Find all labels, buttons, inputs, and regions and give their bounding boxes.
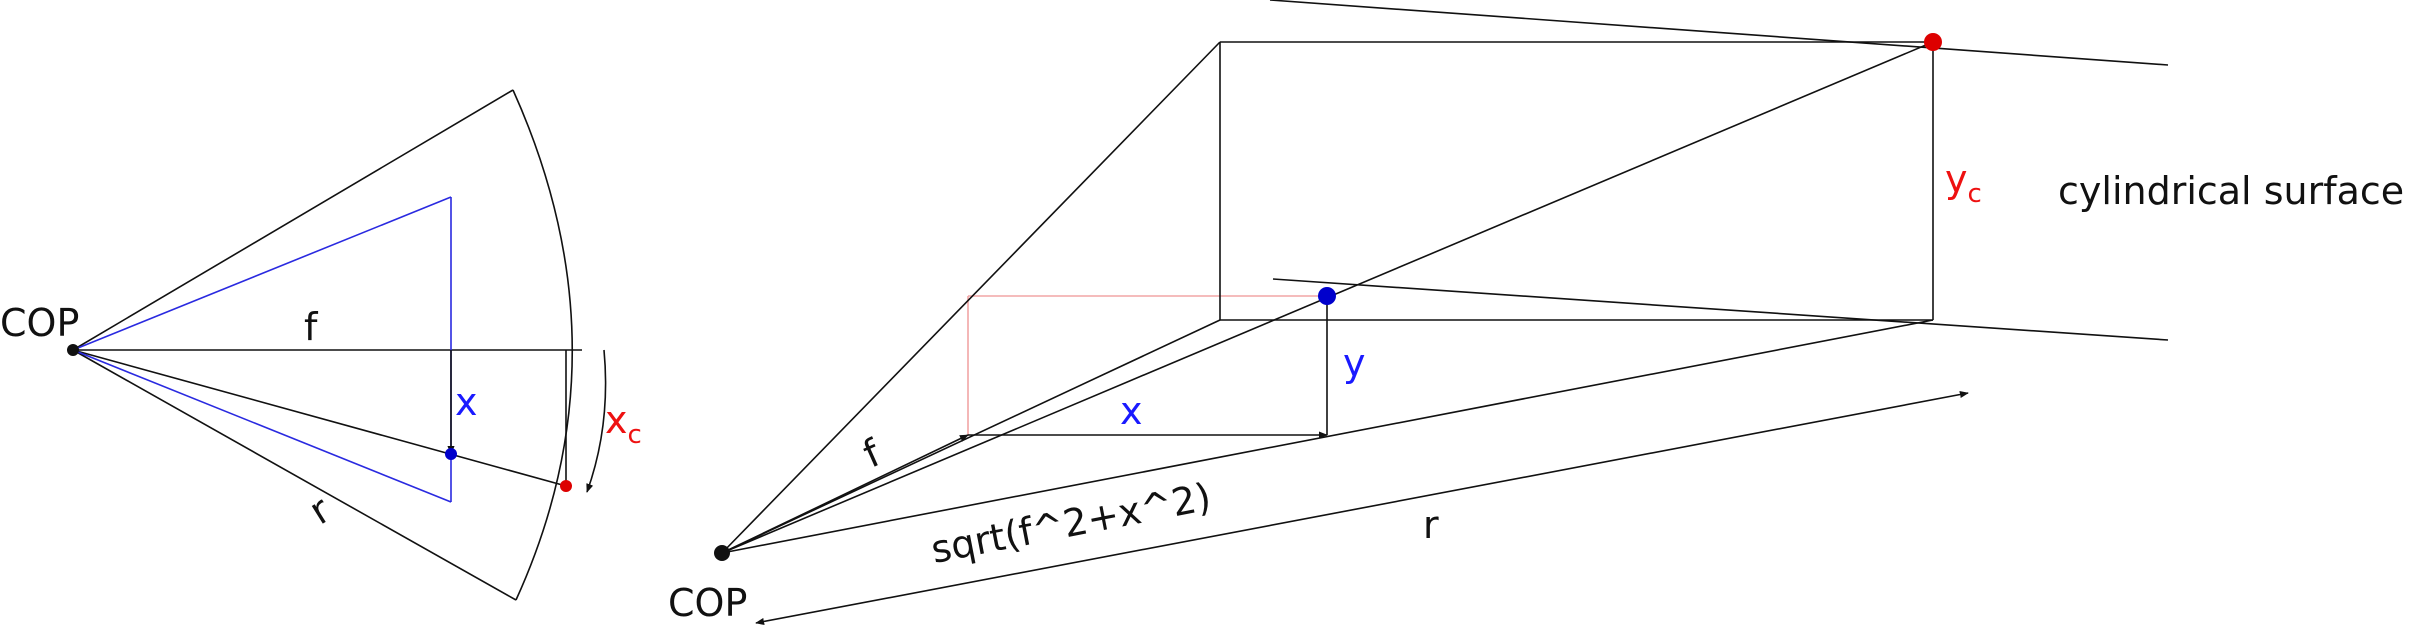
- xc-arc-arrow: [586, 349, 607, 493]
- top-surface-line-upper: [1269, 0, 2169, 66]
- projection-guide-box: [967, 295, 1327, 435]
- yc-subscript: c: [1968, 179, 1982, 209]
- cop-point-right: [714, 545, 730, 561]
- cylinder-arc: [512, 89, 574, 601]
- xc-label-left: xc: [605, 398, 642, 450]
- xc-main: x: [605, 398, 628, 442]
- ray-to-cylinder: [72, 349, 567, 487]
- fov-bottom-edge: [72, 349, 517, 601]
- cop-label-right: COP: [668, 581, 747, 625]
- cop-point-left: [67, 344, 79, 356]
- perspective-diagram: [721, 0, 2169, 626]
- x-label-right: x: [1120, 389, 1143, 433]
- y-label-right: y: [1343, 341, 1366, 385]
- f-label-right: f: [857, 430, 889, 476]
- top-view-diagram: [72, 89, 607, 601]
- image-point-blue: [445, 448, 457, 460]
- r-label-right: r: [1423, 503, 1439, 547]
- cylinder-point-red: [560, 480, 572, 492]
- x-label-left: x: [455, 380, 478, 424]
- image-point-blue-3d: [1318, 287, 1336, 305]
- r-label-left: r: [301, 487, 338, 533]
- cylindrical-surface-label: cylindrical surface: [2058, 169, 2404, 213]
- sqrt-label: sqrt(f^2+x^2): [927, 475, 1214, 572]
- yc-main: y: [1945, 157, 1968, 201]
- xc-subscript: c: [628, 420, 642, 450]
- top-surface-line-lower: [1272, 278, 2169, 341]
- fov-top-edge: [72, 89, 514, 351]
- cop-label-left: COP: [0, 301, 79, 345]
- cylinder-point-red-3d: [1924, 33, 1942, 51]
- r-double-arrow: [755, 390, 1969, 626]
- yc-label-right: yc: [1945, 157, 1982, 209]
- cop-to-back-top: [721, 41, 1221, 554]
- f-label-left: f: [304, 305, 319, 349]
